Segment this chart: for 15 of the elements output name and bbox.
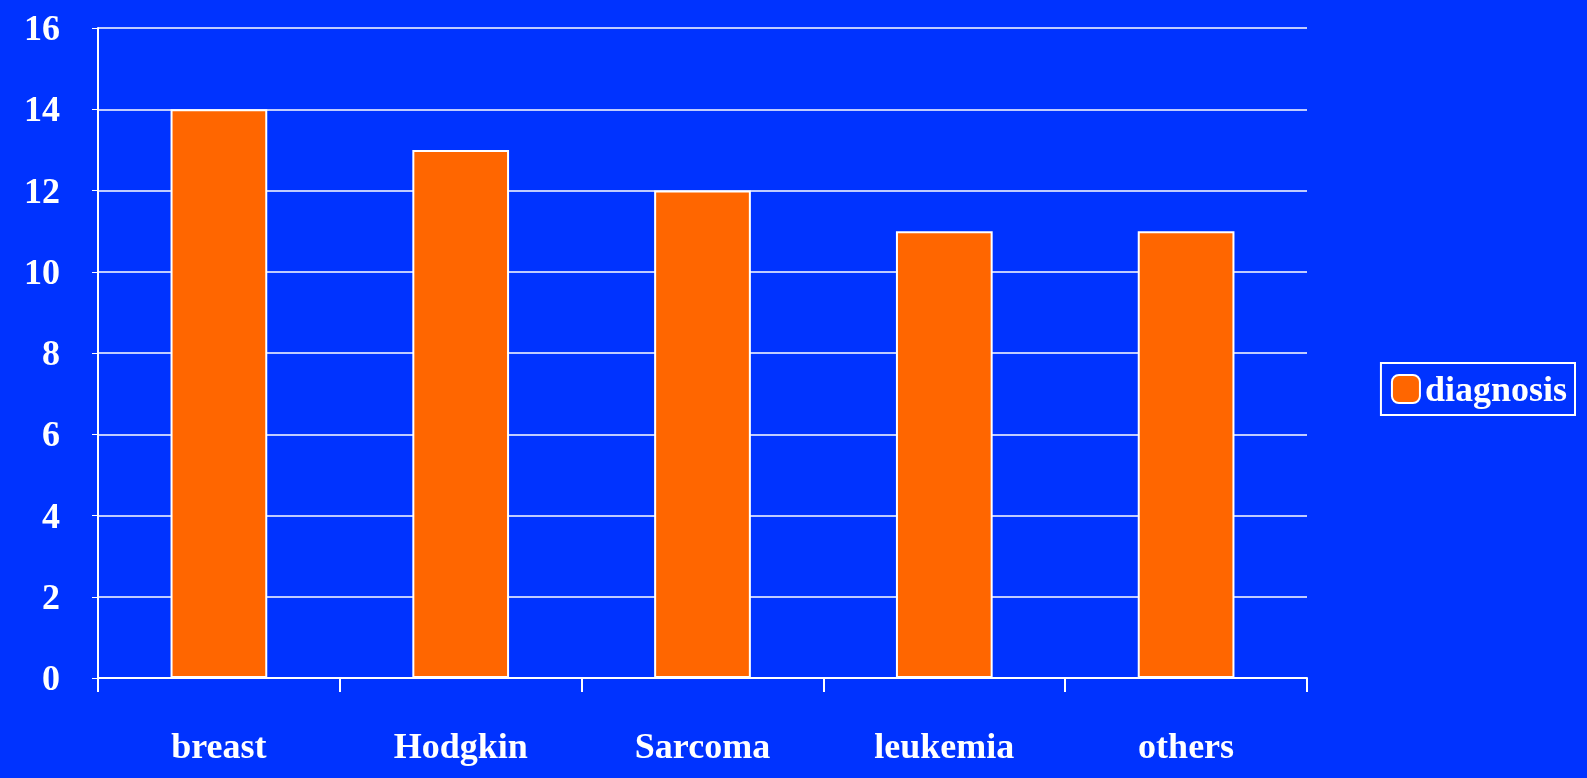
y-tick-label: 6 [42, 414, 60, 455]
x-tick-label: others [1138, 726, 1235, 766]
x-tick-label: Hodgkin [393, 726, 528, 766]
y-tick-label: 16 [24, 8, 60, 48]
x-tick-label: leukemia [874, 726, 1015, 766]
y-tick-label: 12 [24, 170, 60, 211]
y-tick-label: 0 [42, 658, 60, 698]
y-tick-label: 2 [42, 576, 60, 617]
y-tick-label: 8 [42, 333, 60, 373]
y-tick-label: 4 [42, 495, 60, 536]
legend-label: diagnosis [1424, 369, 1568, 409]
x-tick-label: Sarcoma [634, 726, 771, 766]
y-tick-label: 10 [24, 251, 60, 292]
y-tick-label: 14 [24, 89, 60, 130]
x-tick-label: breast [171, 726, 267, 766]
